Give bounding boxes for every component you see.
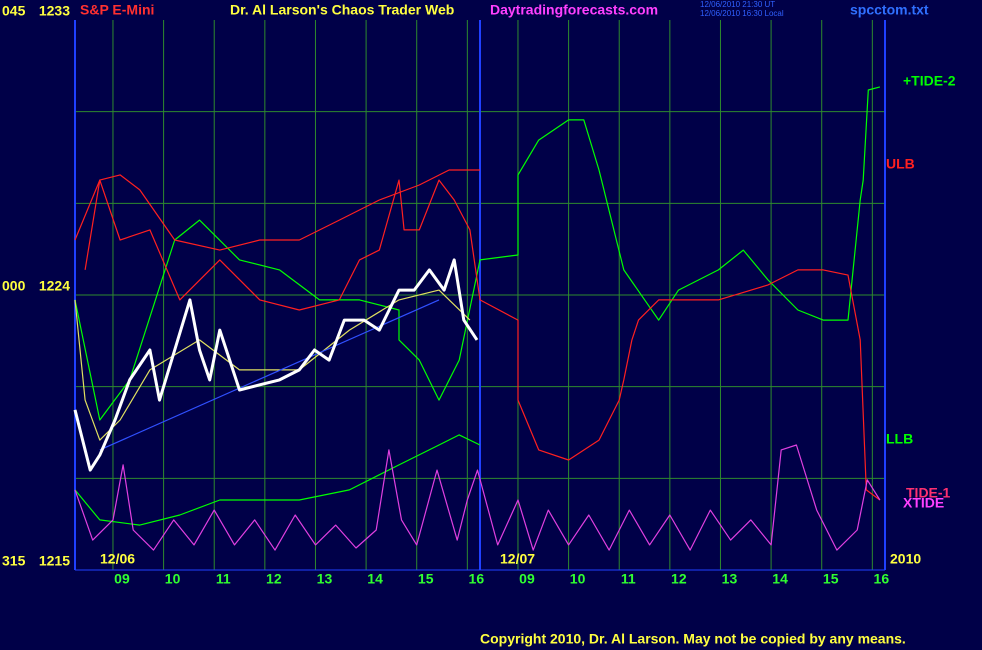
x-tick-label: 15 [823,571,839,587]
series-label: ULB [886,156,915,172]
x-tick-label: 09 [114,571,130,587]
price-line [74,289,471,441]
timestamp: 12/06/2010 16:30 Local [700,9,784,18]
angle-label: 315 [2,553,26,569]
x-tick-label: 11 [216,571,231,587]
series-line [84,179,881,501]
series-label: +TIDE-2 [903,73,956,89]
timestamp: 12/06/2010 21:30 UT [700,0,775,9]
y-tick-label: 1224 [39,278,70,294]
series-lines [73,86,881,551]
copyright: Copyright 2010, Dr. Al Larson. May not b… [480,631,906,647]
series-label: TIDE-1 [906,485,951,501]
site: Daytradingforecasts.com [490,2,658,18]
y-tick-label: 1215 [39,553,70,569]
date-label: 12/06 [100,551,135,567]
series-line [74,169,480,251]
angle-label: 045 [2,3,26,19]
instrument: S&P E-Mini [80,2,154,18]
x-tick-label: 09 [519,571,535,587]
chart-title: Dr. Al Larson's Chaos Trader Web [230,2,454,18]
series-label: LLB [886,431,913,447]
x-tick-label: 11 [621,571,636,587]
x-tick-label: 15 [418,571,434,587]
series-line [74,444,881,551]
x-tick-label: 16 [469,571,485,587]
x-tick-label: 13 [317,571,333,587]
x-tick-label: 16 [874,571,890,587]
price-line [73,258,479,472]
x-tick-label: 12 [266,571,282,587]
x-tick-label: 12 [671,571,687,587]
series-label: XTIDE [903,495,944,511]
series-line [74,434,481,526]
x-tick-label: 14 [772,571,788,587]
x-tick-label: 10 [165,571,181,587]
x-tick-label: 10 [570,571,586,587]
file-name: spcctom.txt [850,2,929,18]
x-tick-label: 13 [722,571,738,587]
x-tick-label: 14 [367,571,383,587]
angle-label: 000 [2,278,26,294]
y-tick-label: 1233 [39,3,70,19]
year-label: 2010 [890,551,921,567]
labels: S&P E-Mini Dr. Al Larson's Chaos Trader … [80,0,956,647]
series-line [74,86,881,421]
date-label: 12/07 [500,551,535,567]
